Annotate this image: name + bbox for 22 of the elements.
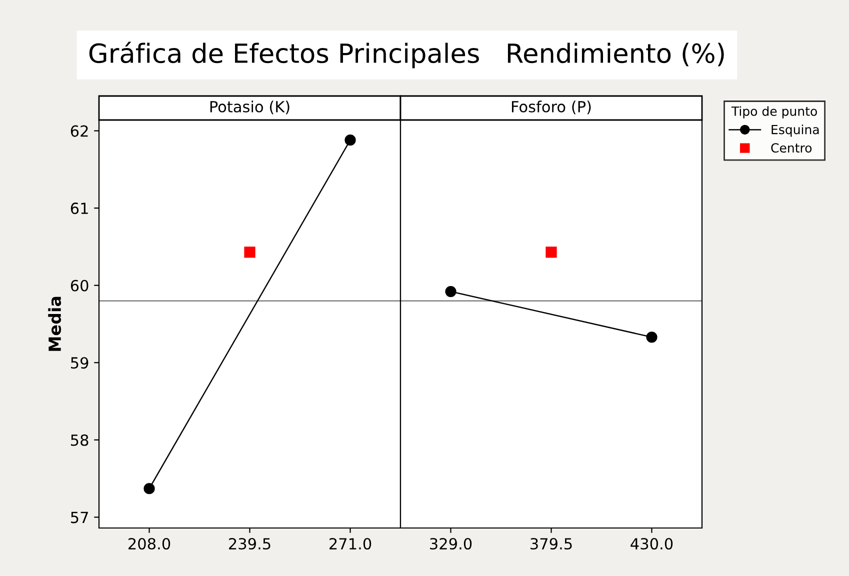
y-tick-label: 58 (71, 434, 88, 446)
point (244, 246, 256, 258)
y-tick-label: 60 (70, 280, 88, 292)
point (144, 483, 155, 494)
x-tick-label: 271.0 (330, 538, 372, 550)
y-tick-label: 62 (70, 125, 88, 137)
legend-label: Centro (771, 143, 812, 153)
x-tick-label: 430.0 (630, 538, 673, 550)
chart-subtitle: Potasio (K) (210, 100, 290, 114)
x-tick-label: 208.0 (128, 538, 170, 550)
x-tick-label: 329.0 (430, 538, 472, 550)
point (344, 134, 356, 146)
x-tick-label: 239.5 (229, 538, 270, 550)
x-tick-label: 379.5 (530, 538, 572, 550)
y-axis-title: Media (48, 296, 62, 351)
legend-title: Tipo de punto (731, 106, 817, 118)
legend-label: Esquina (772, 124, 819, 137)
y-tick-label: 61 (70, 202, 88, 214)
chart-title: Gráfica de Efectos Principales Rendimiento (%) (89, 42, 724, 68)
y-tick-label: 59 (71, 357, 88, 369)
y-tick-label: 57 (71, 512, 88, 524)
chart-subtitle: Fosforo (P) (512, 100, 591, 114)
